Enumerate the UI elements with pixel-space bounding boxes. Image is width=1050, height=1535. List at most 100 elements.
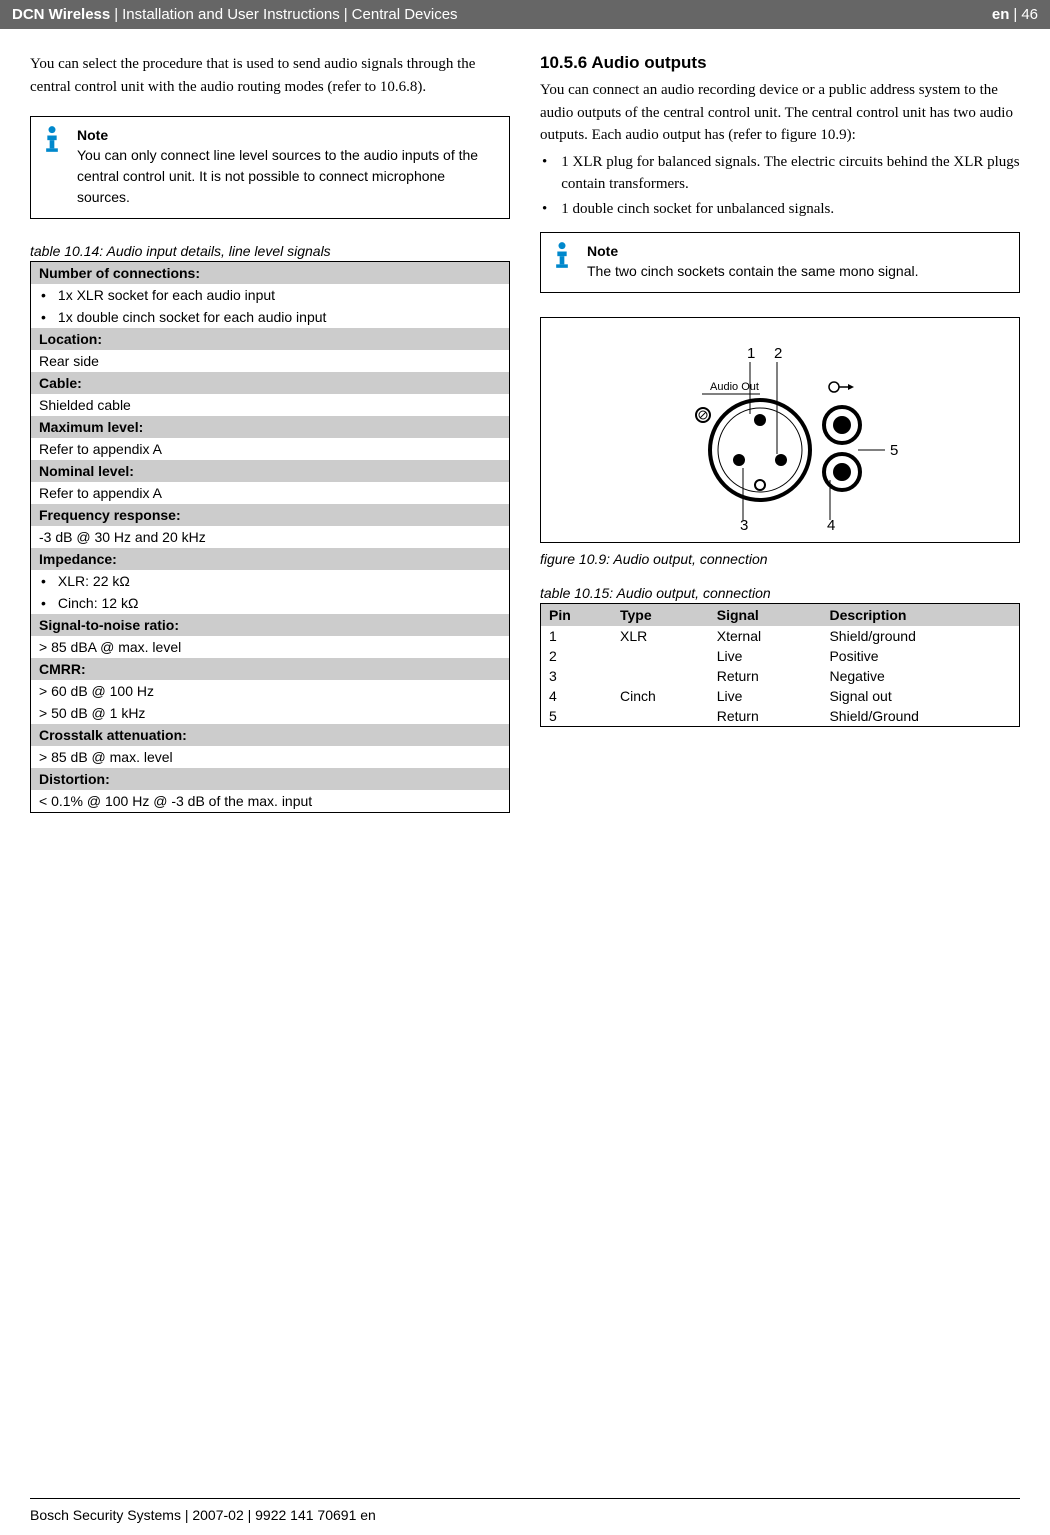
pin-4-desc: Signal out xyxy=(821,686,1019,706)
bullet-1: • 1 XLR plug for balanced signals. The e… xyxy=(540,151,1020,196)
spec-cmrr-header: CMRR: xyxy=(31,658,510,680)
page: DCN Wireless | Installation and User Ins… xyxy=(0,0,1050,1535)
note-box-2: Note The two cinch sockets contain the s… xyxy=(540,232,1020,293)
screw-left xyxy=(696,408,710,422)
pin-1-type: XLR xyxy=(612,626,709,646)
spec-maxlevel-header: Maximum level: xyxy=(31,416,510,438)
note-title-1: Note xyxy=(77,127,497,143)
footer: Bosch Security Systems | 2007-02 | 9922 … xyxy=(30,1507,376,1523)
pin-header-description: Description xyxy=(821,604,1019,627)
diagram-num-3: 3 xyxy=(740,517,748,530)
spec-connections-header: Number of connections: xyxy=(31,262,510,285)
spec-location-value: Rear side xyxy=(31,350,510,372)
header-right: en | 46 xyxy=(992,6,1038,23)
spec-crosstalk-header: Crosstalk attenuation: xyxy=(31,724,510,746)
spec-maxlevel-value: Refer to appendix A xyxy=(31,438,510,460)
pin-5-pin: 5 xyxy=(541,706,613,727)
left-column: You can select the procedure that is use… xyxy=(30,53,510,813)
pin-2-signal: Live xyxy=(709,646,822,666)
note-text-1: You can only connect line level sources … xyxy=(77,145,497,208)
pin-header-type: Type xyxy=(612,604,709,627)
pin-4-type: Cinch xyxy=(612,686,709,706)
table-caption-1: table 10.14: Audio input details, line l… xyxy=(30,243,510,259)
figure-caption: figure 10.9: Audio output, connection xyxy=(540,551,1020,567)
header-product: DCN Wireless xyxy=(12,6,110,23)
note-title-2: Note xyxy=(587,243,1007,259)
section-heading: 10.5.6 Audio outputs xyxy=(540,53,1020,73)
header-sep2: | xyxy=(344,6,348,23)
pin-2-type xyxy=(612,646,709,666)
spec-nomlevel-value: Refer to appendix A xyxy=(31,482,510,504)
pin-header-signal: Signal xyxy=(709,604,822,627)
note-content-2: Note The two cinch sockets contain the s… xyxy=(583,233,1019,292)
pin-2-pin: 2 xyxy=(541,646,613,666)
pin-4-signal: Live xyxy=(709,686,822,706)
spec-nomlevel-header: Nominal level: xyxy=(31,460,510,482)
info-icon xyxy=(38,125,66,153)
spec-crosstalk-value: > 85 dB @ max. level xyxy=(31,746,510,768)
audio-output-diagram: Audio Out xyxy=(620,330,940,530)
spec-cmrr-value1: > 60 dB @ 100 Hz xyxy=(31,680,510,702)
bullet-marker-2: • xyxy=(542,198,547,221)
intro-text: You can select the procedure that is use… xyxy=(30,53,510,98)
note-text-2: The two cinch sockets contain the same m… xyxy=(587,261,1007,282)
spec-freq-header: Frequency response: xyxy=(31,504,510,526)
pin-table: Pin Type Signal Description 1 XLR Xterna… xyxy=(540,603,1020,727)
spec-cmrr-value2: > 50 dB @ 1 kHz xyxy=(31,702,510,724)
bullet-text-2: 1 double cinch socket for unbalanced sig… xyxy=(561,198,834,221)
header-left: DCN Wireless | Installation and User Ins… xyxy=(12,6,458,23)
spec-distortion-header: Distortion: xyxy=(31,768,510,790)
page-header: DCN Wireless | Installation and User Ins… xyxy=(0,0,1050,29)
pin-3-type xyxy=(612,666,709,686)
pin-row-1: 1 XLR Xternal Shield/ground xyxy=(541,626,1020,646)
pin-row-4: 4 Cinch Live Signal out xyxy=(541,686,1020,706)
note-box-1: Note You can only connect line level sou… xyxy=(30,116,510,219)
header-page: 46 xyxy=(1021,6,1038,23)
header-sep3: | xyxy=(1013,6,1017,23)
note-icon-cell xyxy=(31,117,73,218)
pin-2-desc: Positive xyxy=(821,646,1019,666)
diagram-num-1: 1 xyxy=(747,345,755,362)
spec-impedance-1: XLR: 22 kΩ xyxy=(31,570,509,592)
pin-5-desc: Shield/Ground xyxy=(821,706,1019,727)
info-icon xyxy=(548,241,576,269)
note-icon-cell-2 xyxy=(541,233,583,292)
pin-5-type xyxy=(612,706,709,727)
pin-3-pin: 3 xyxy=(541,666,613,686)
pin-row-5: 5 Return Shield/Ground xyxy=(541,706,1020,727)
bullet-text-1: 1 XLR plug for balanced signals. The ele… xyxy=(561,151,1020,196)
spec-connections-2: 1x double cinch socket for each audio in… xyxy=(31,306,509,328)
spec-snr-header: Signal-to-noise ratio: xyxy=(31,614,510,636)
pin-5-signal: Return xyxy=(709,706,822,727)
bullet-marker-1: • xyxy=(542,151,547,196)
pin-1-desc: Shield/ground xyxy=(821,626,1019,646)
diagram-num-4: 4 xyxy=(827,517,835,530)
spec-location-header: Location: xyxy=(31,328,510,350)
diagram-num-5: 5 xyxy=(890,442,898,459)
right-column: 10.5.6 Audio outputs You can connect an … xyxy=(540,53,1020,813)
spec-impedance-2: Cinch: 12 kΩ xyxy=(31,592,509,614)
header-section: Installation and User Instructions xyxy=(122,6,340,23)
pin-1-pin: 1 xyxy=(541,626,613,646)
pin-row-3: 3 Return Negative xyxy=(541,666,1020,686)
header-sep1: | xyxy=(114,6,118,23)
header-chapter: Central Devices xyxy=(352,6,458,23)
spec-table: Number of connections: 1x XLR socket for… xyxy=(30,261,510,813)
note-content-1: Note You can only connect line level sou… xyxy=(73,117,509,218)
pin-table-caption: table 10.15: Audio output, connection xyxy=(540,585,1020,601)
pin-header-row: Pin Type Signal Description xyxy=(541,604,1020,627)
pin-row-2: 2 Live Positive xyxy=(541,646,1020,666)
spec-cable-header: Cable: xyxy=(31,372,510,394)
pin-1-signal: Xternal xyxy=(709,626,822,646)
header-lang: en xyxy=(992,6,1010,23)
pin-header-pin: Pin xyxy=(541,604,613,627)
bullet-2: • 1 double cinch socket for unbalanced s… xyxy=(540,198,1020,221)
spec-distortion-value: < 0.1% @ 100 Hz @ -3 dB of the max. inpu… xyxy=(31,790,510,813)
spec-cable-value: Shielded cable xyxy=(31,394,510,416)
spec-impedance-header: Impedance: xyxy=(31,548,510,570)
bullet-list: • 1 XLR plug for balanced signals. The e… xyxy=(540,151,1020,221)
figure-box: Audio Out xyxy=(540,317,1020,543)
spec-snr-value: > 85 dBA @ max. level xyxy=(31,636,510,658)
spec-freq-value: -3 dB @ 30 Hz and 20 kHz xyxy=(31,526,510,548)
footer-line xyxy=(30,1498,1020,1499)
